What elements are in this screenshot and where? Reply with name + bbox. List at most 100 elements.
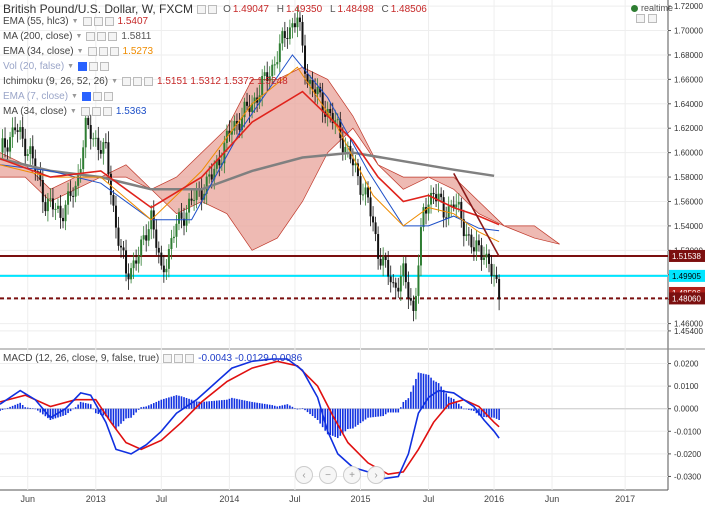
macd-histogram-bar: [326, 408, 329, 435]
indicator-label[interactable]: MA (200, close): [3, 31, 73, 42]
candle-body: [379, 258, 382, 266]
settings-icon[interactable]: [97, 32, 107, 41]
close-icon[interactable]: [108, 32, 118, 41]
candle-body: [177, 212, 180, 224]
eye-icon[interactable]: [80, 107, 90, 116]
eye-icon[interactable]: [86, 32, 96, 41]
chevron-down-icon[interactable]: ▼: [71, 93, 78, 100]
candle-body: [87, 117, 90, 126]
up-arrow-icon[interactable]: [636, 14, 645, 23]
close-icon[interactable]: [109, 47, 119, 56]
candle-body: [404, 263, 407, 283]
settings-icon[interactable]: [208, 4, 218, 14]
candle-body: [183, 218, 186, 226]
symbol-title[interactable]: British Pound/U.S. Dollar, W, FXCM: [3, 2, 194, 16]
chevron-down-icon[interactable]: ▼: [69, 108, 77, 115]
indicator-label[interactable]: EMA (34, close): [3, 46, 74, 57]
settings-icon[interactable]: [89, 62, 99, 71]
candle-body: [445, 217, 448, 219]
candle-body: [240, 117, 243, 130]
macd-histogram-bar: [215, 400, 218, 409]
macd-hide-icon[interactable]: [163, 354, 173, 363]
macd-histogram-bar: [107, 408, 110, 420]
candle-body: [34, 158, 37, 172]
indicator-label[interactable]: EMA (7, close): [3, 91, 69, 102]
candle-body: [235, 121, 238, 124]
scroll-right-icon[interactable]: ›: [367, 466, 385, 484]
indicator-label[interactable]: Ichimoku (9, 26, 52, 26): [3, 76, 109, 87]
chevron-down-icon[interactable]: ▼: [75, 33, 83, 40]
macd-histogram-bar: [218, 400, 221, 409]
settings-icon[interactable]: [91, 107, 101, 116]
x-tick-label: Jul: [289, 494, 301, 504]
macd-legend-label[interactable]: MACD (12, 26, close, 9, false, true): [3, 353, 160, 364]
candle-body: [117, 227, 120, 246]
eye-icon[interactable]: [87, 47, 97, 56]
macd-histogram-bar: [236, 398, 238, 409]
chevron-down-icon[interactable]: ▼: [111, 78, 118, 85]
macd-legend-buttons: [163, 354, 195, 363]
macd-histogram-bar: [74, 407, 77, 409]
macd-histogram-bar: [158, 400, 160, 409]
hide-icon[interactable]: [197, 4, 207, 14]
close-icon[interactable]: [104, 17, 114, 26]
macd-histogram-bar: [19, 402, 21, 409]
macd-histogram-bar: [420, 373, 422, 409]
candle-body: [67, 191, 70, 205]
candle-body: [452, 204, 455, 208]
macd-histogram-bar: [42, 408, 44, 415]
macd-histogram-bar: [286, 404, 289, 409]
price-label: 1.48060: [672, 294, 701, 303]
macd-histogram-bar: [1, 408, 4, 410]
scroll-left-icon[interactable]: ‹: [295, 466, 313, 484]
close-icon[interactable]: [102, 107, 112, 116]
macd-histogram-bar: [352, 408, 354, 429]
candle-body: [9, 137, 12, 152]
macd-histogram-bar: [79, 401, 82, 409]
close-icon[interactable]: [103, 92, 113, 101]
eye-icon[interactable]: [122, 77, 131, 86]
indicator-buttons: [78, 62, 110, 71]
macd-histogram-bar: [21, 405, 24, 409]
zoom-in-icon[interactable]: +: [343, 466, 361, 484]
macd-histogram-bar: [331, 408, 334, 436]
candle-body: [243, 101, 246, 118]
candle-body: [99, 150, 102, 154]
chevron-down-icon[interactable]: ▼: [76, 48, 84, 55]
indicator-label[interactable]: EMA (55, hlc3): [3, 16, 69, 27]
macd-histogram-bar: [397, 408, 400, 413]
macd-settings-icon[interactable]: [174, 354, 184, 363]
macd-histogram-bar: [377, 408, 379, 417]
chevron-down-icon[interactable]: ▼: [67, 63, 75, 70]
eye-icon[interactable]: [81, 92, 91, 101]
settings-icon[interactable]: [93, 17, 103, 26]
macd-tick-label: -0.0300: [674, 472, 702, 481]
down-arrow-icon[interactable]: [648, 14, 657, 23]
macd-histogram-bar: [185, 397, 188, 409]
macd-histogram-bar: [54, 408, 57, 419]
candle-body: [455, 204, 458, 208]
close-icon[interactable]: [100, 62, 110, 71]
symbol-title-row: British Pound/U.S. Dollar, W, FXCM O 1.49…: [3, 2, 432, 16]
eye-icon[interactable]: [78, 62, 88, 71]
macd-histogram-bar: [306, 408, 309, 413]
settings-icon[interactable]: [92, 92, 102, 101]
candle-body: [102, 142, 105, 154]
macd-histogram-bar: [319, 408, 321, 424]
settings-icon[interactable]: [98, 47, 108, 56]
zoom-out-icon[interactable]: −: [319, 466, 337, 484]
close-icon[interactable]: [144, 77, 153, 86]
x-tick-label: 2014: [219, 494, 239, 504]
candle-body: [72, 195, 75, 197]
macd-histogram-bar: [284, 404, 286, 409]
macd-histogram-bar: [173, 395, 175, 409]
macd-close-icon[interactable]: [185, 354, 195, 363]
eye-icon[interactable]: [82, 17, 92, 26]
settings-icon[interactable]: [133, 77, 142, 86]
indicator-label[interactable]: MA (34, close): [3, 106, 67, 117]
candle-body: [230, 130, 233, 135]
chevron-down-icon[interactable]: ▼: [71, 18, 79, 25]
indicator-label[interactable]: Vol (20, false): [3, 61, 65, 72]
macd-histogram-bar: [407, 398, 410, 409]
